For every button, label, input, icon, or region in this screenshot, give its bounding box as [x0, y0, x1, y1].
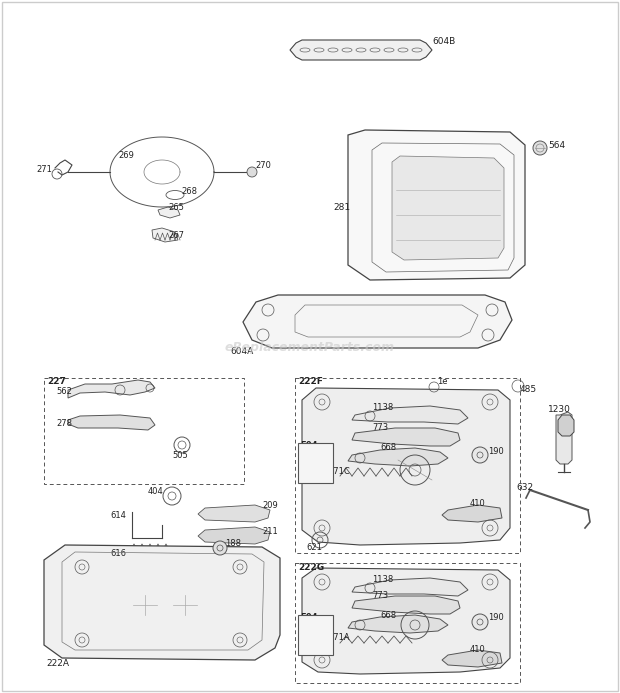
Text: 504: 504: [300, 441, 317, 450]
Text: 188: 188: [225, 539, 241, 548]
Text: 271: 271: [36, 166, 52, 175]
Text: 222F: 222F: [298, 378, 323, 387]
Text: 227: 227: [47, 378, 66, 387]
Text: 190: 190: [488, 446, 503, 455]
Circle shape: [472, 447, 488, 463]
Circle shape: [533, 141, 547, 155]
Polygon shape: [348, 130, 525, 280]
Text: 281: 281: [333, 204, 350, 213]
Text: 621: 621: [306, 543, 322, 552]
Polygon shape: [44, 545, 280, 660]
Polygon shape: [68, 415, 155, 430]
Polygon shape: [198, 505, 270, 522]
Polygon shape: [290, 40, 432, 60]
Polygon shape: [152, 228, 178, 242]
Polygon shape: [243, 295, 512, 348]
Text: 404: 404: [148, 487, 164, 496]
Polygon shape: [352, 596, 460, 614]
Polygon shape: [348, 615, 448, 633]
Polygon shape: [68, 380, 155, 398]
Polygon shape: [442, 505, 502, 522]
Polygon shape: [348, 448, 448, 466]
Text: 410: 410: [470, 500, 485, 509]
Text: eReplacementParts.com: eReplacementParts.com: [225, 342, 395, 355]
Text: 668: 668: [380, 611, 396, 620]
Text: 278: 278: [56, 419, 72, 428]
Polygon shape: [198, 527, 270, 544]
Text: 271C: 271C: [328, 466, 350, 475]
Polygon shape: [392, 156, 504, 260]
Text: 564: 564: [548, 141, 565, 150]
Bar: [295, 378, 520, 553]
Text: 562: 562: [56, 387, 72, 396]
Text: 410: 410: [470, 644, 485, 653]
Text: 505: 505: [172, 452, 188, 461]
Text: 485: 485: [520, 385, 537, 394]
Polygon shape: [352, 578, 468, 596]
Polygon shape: [302, 568, 510, 674]
Text: 604A: 604A: [230, 347, 253, 356]
Circle shape: [472, 614, 488, 630]
Text: 209: 209: [262, 502, 278, 511]
Text: 269: 269: [118, 150, 134, 159]
Circle shape: [213, 541, 227, 555]
Text: 773: 773: [372, 592, 388, 601]
Text: 604B: 604B: [432, 37, 455, 46]
Text: 211: 211: [262, 527, 278, 536]
Text: 222A: 222A: [46, 660, 69, 669]
Text: 614: 614: [110, 511, 126, 520]
Text: 504: 504: [300, 613, 317, 622]
Text: 773: 773: [372, 423, 388, 432]
Text: 270: 270: [255, 161, 271, 170]
Polygon shape: [442, 650, 502, 667]
Text: 265: 265: [168, 204, 184, 213]
Polygon shape: [158, 207, 180, 218]
Bar: [44, 378, 244, 484]
Polygon shape: [302, 388, 510, 545]
Text: 190: 190: [488, 613, 503, 622]
Text: 1138: 1138: [372, 574, 393, 584]
Text: 267: 267: [168, 231, 184, 240]
Bar: [298, 443, 333, 483]
Polygon shape: [556, 412, 572, 464]
Circle shape: [247, 167, 257, 177]
Text: 271A: 271A: [328, 633, 350, 642]
Text: 1e: 1e: [437, 378, 448, 387]
Text: 1138: 1138: [372, 403, 393, 412]
Text: 616: 616: [110, 548, 126, 557]
Bar: [298, 615, 333, 655]
Polygon shape: [352, 428, 460, 446]
Bar: [295, 563, 520, 683]
Text: 268: 268: [181, 186, 197, 195]
Text: 1230: 1230: [548, 405, 571, 414]
Text: 632: 632: [516, 482, 533, 491]
Text: 668: 668: [380, 443, 396, 452]
Text: 222G: 222G: [298, 563, 324, 572]
Polygon shape: [558, 415, 574, 436]
Polygon shape: [352, 406, 468, 424]
